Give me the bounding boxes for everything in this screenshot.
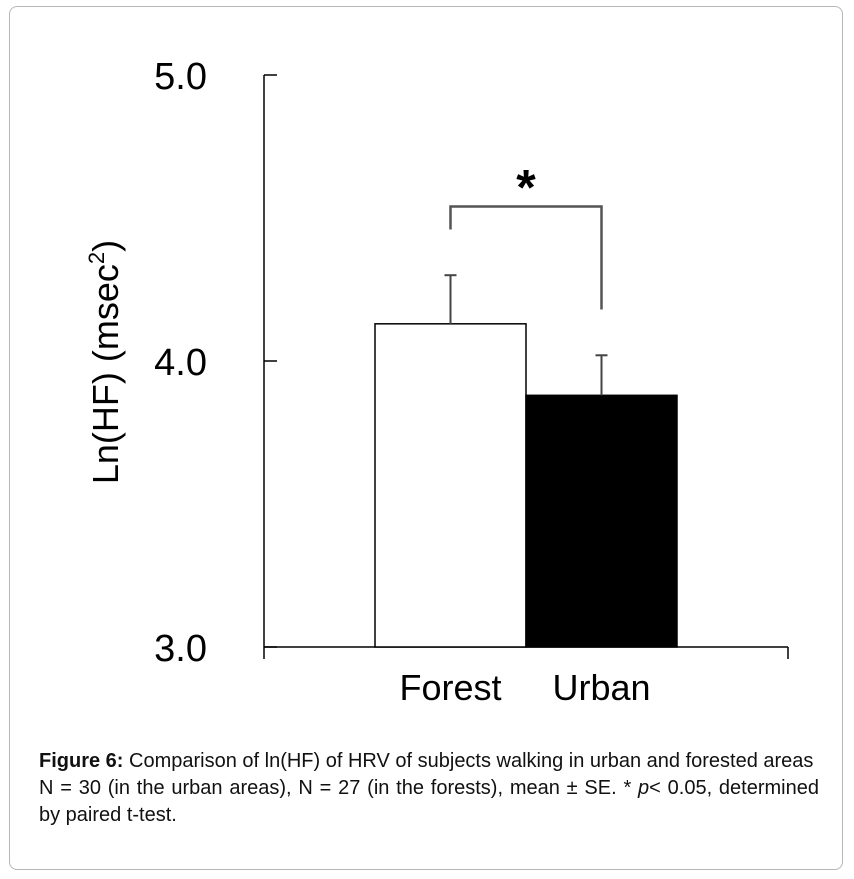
y-axis-label: Ln(HF) (msec2)	[84, 240, 126, 484]
figure-note-end: < 0.05, determined by paired t-test.	[39, 777, 819, 826]
y-tick-label: 4.0	[154, 342, 207, 384]
bar	[525, 394, 678, 648]
y-axis-label-close: )	[85, 240, 126, 252]
figure-title: Comparison of ln(HF) of HRV of subjects …	[123, 750, 814, 772]
y-tick-label: 5.0	[154, 56, 207, 98]
significance-marker: *	[516, 160, 536, 216]
figure-note-start: N = 30 (in the urban areas), N = 27 (in …	[39, 777, 639, 799]
y-axis-label-superscript: 2	[84, 252, 109, 264]
significance-bracket: *	[449, 160, 603, 310]
chart-bars: Forest Urban	[374, 274, 678, 708]
bar-chart: Forest Urban 3.0 4.0 5.0 * Ln(HF) (msec2)	[84, 56, 789, 708]
y-tick-label: 3.0	[154, 628, 207, 670]
figure-label: Figure 6:	[39, 750, 124, 772]
x-tick-label: Forest	[399, 667, 501, 708]
p-symbol: p	[638, 777, 650, 799]
x-tick-label: Urban	[552, 667, 650, 708]
bar	[374, 323, 527, 648]
y-axis-label-main: Ln(HF) (msec	[85, 264, 126, 484]
chart-ticks: 3.0 4.0 5.0	[154, 56, 277, 670]
figure-caption: Figure 6: Comparison of ln(HF) of HRV of…	[39, 748, 819, 829]
significance-bracket-line	[449, 205, 603, 310]
